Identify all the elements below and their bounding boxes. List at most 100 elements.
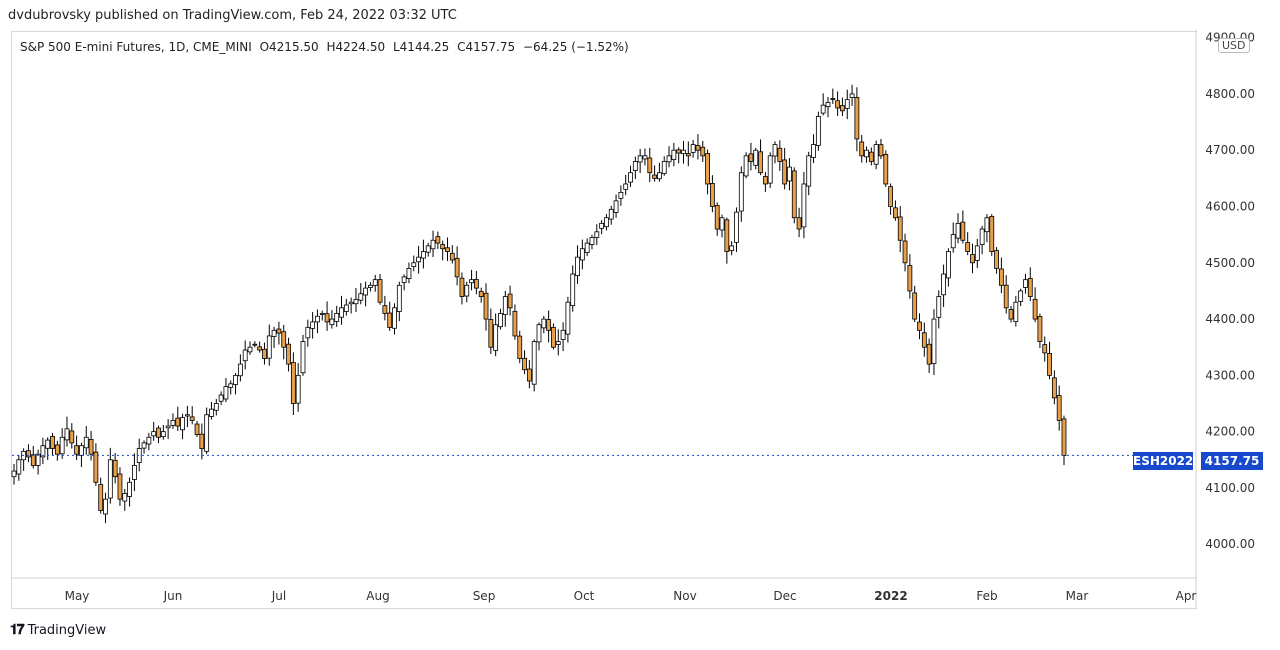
- candle-body: [329, 318, 335, 326]
- candle-body: [979, 228, 985, 245]
- candle-body: [247, 346, 253, 353]
- candle-body: [40, 445, 46, 458]
- candle-body: [921, 332, 927, 348]
- candle-body: [54, 444, 60, 455]
- candle-body: [522, 357, 527, 371]
- candle-body: [392, 307, 397, 329]
- candle-body: [271, 329, 277, 337]
- candle-body: [864, 149, 869, 158]
- candle-body: [252, 343, 258, 346]
- candle-body: [825, 101, 831, 108]
- candle-body: [883, 153, 889, 185]
- candle-body: [647, 157, 653, 174]
- candle-body: [180, 417, 185, 431]
- candle-body: [989, 216, 995, 252]
- candle-body: [551, 326, 556, 348]
- candle-body: [1018, 290, 1024, 302]
- candle-body: [594, 231, 600, 238]
- candle-body: [719, 217, 725, 231]
- candle-body: [902, 240, 908, 264]
- candle-body: [209, 408, 214, 417]
- candle-body: [353, 298, 359, 305]
- candle-body: [984, 217, 990, 233]
- y-tick-label: 4700.00: [1205, 143, 1255, 157]
- candle-body: [998, 268, 1004, 286]
- candle-body: [700, 146, 706, 157]
- candle-body: [464, 284, 470, 297]
- x-tick-label: Nov: [673, 589, 696, 603]
- candle-body: [1047, 353, 1052, 376]
- candle-body: [878, 144, 884, 157]
- candle-body: [324, 313, 330, 323]
- candle-body: [912, 292, 918, 320]
- candle-body: [184, 414, 190, 417]
- symbol-legend: S&P 500 E-mini Futures, 1D, CME_MINI O42…: [20, 40, 633, 54]
- candle-body: [83, 436, 89, 449]
- candle-body: [1008, 309, 1014, 320]
- x-tick-label: Mar: [1066, 589, 1089, 603]
- candle-body: [112, 459, 118, 478]
- candle-body: [835, 100, 841, 109]
- x-tick-label: Dec: [773, 589, 796, 603]
- candle-body: [806, 155, 812, 187]
- y-tick-label: 4600.00: [1205, 199, 1255, 213]
- candle-body: [26, 450, 31, 458]
- candle-body: [994, 250, 999, 269]
- x-tick-label: Jun: [163, 589, 183, 603]
- candle-body: [35, 453, 41, 466]
- candle-body: [502, 296, 508, 316]
- candle-body: [473, 279, 479, 289]
- y-tick-label: 4000.00: [1205, 537, 1255, 551]
- candle-body: [30, 454, 36, 466]
- candle-body: [319, 313, 325, 315]
- candle-body: [348, 301, 354, 305]
- candle-body: [127, 481, 132, 497]
- candle-body: [767, 155, 773, 184]
- publisher-line: dvdubrovsky published on TradingView.com…: [8, 8, 457, 23]
- candle-body: [310, 321, 316, 329]
- candle-body: [604, 217, 609, 228]
- tradingview-footer[interactable]: 𝟏𝟕 TradingView: [10, 622, 106, 638]
- symbol-name[interactable]: S&P 500 E-mini Futures, 1D, CME_MINI: [20, 40, 252, 54]
- candle-body: [213, 403, 219, 411]
- candle-body: [820, 104, 826, 114]
- currency-label[interactable]: USD: [1218, 38, 1250, 53]
- candle-body: [469, 279, 474, 284]
- candle-body: [960, 221, 966, 241]
- candle-body: [483, 292, 489, 320]
- candle-body: [440, 244, 446, 250]
- candle-body: [372, 279, 378, 286]
- candle-body: [435, 236, 441, 244]
- candle-body: [676, 149, 682, 154]
- candle-body: [729, 245, 735, 251]
- candle-body: [454, 257, 460, 278]
- candle-body: [570, 273, 576, 307]
- y-tick-label: 4200.00: [1205, 425, 1255, 439]
- candle-body: [849, 93, 855, 98]
- candle-body: [1027, 278, 1033, 297]
- candle-body: [194, 423, 200, 435]
- candle-body: [555, 341, 561, 345]
- candle-body: [1013, 301, 1019, 322]
- candle-body: [1061, 418, 1067, 456]
- candle-body: [368, 284, 373, 288]
- low-value: L4144.25: [392, 40, 450, 54]
- candle-body: [777, 147, 783, 162]
- candle-body: [165, 425, 171, 429]
- candle-body: [315, 315, 320, 323]
- candle-body: [830, 98, 836, 100]
- candle-body: [844, 99, 850, 109]
- candle-body: [103, 498, 108, 515]
- candle-body: [175, 417, 181, 427]
- candle-body: [512, 310, 518, 337]
- candle-body: [801, 183, 807, 228]
- candle-body: [695, 145, 701, 151]
- candle-body: [666, 155, 672, 163]
- candle-body: [560, 329, 566, 341]
- candle-body: [507, 293, 513, 309]
- candle-body: [156, 427, 161, 438]
- candle-body: [907, 265, 913, 292]
- candle-body: [416, 256, 421, 263]
- candle-body: [965, 242, 971, 252]
